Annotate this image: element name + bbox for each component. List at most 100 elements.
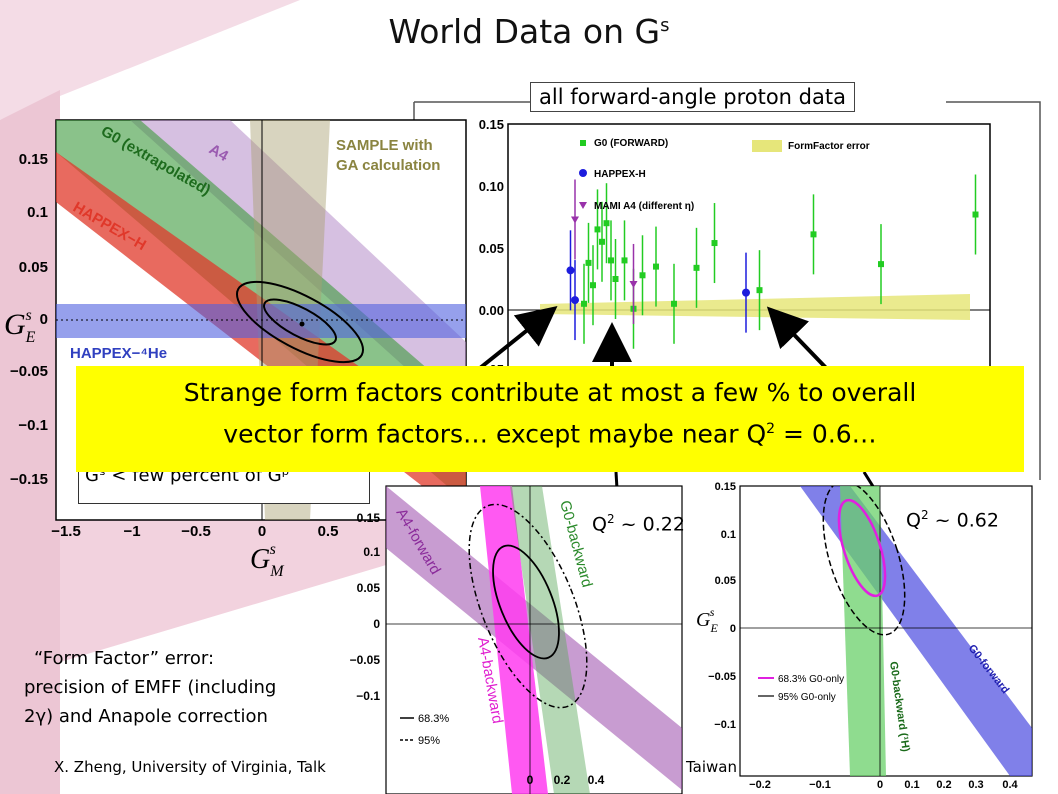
pink-swoosh-left <box>0 90 60 794</box>
a4-forward-band <box>386 486 682 790</box>
br-xtick: 0.2 <box>936 779 951 791</box>
data-point <box>585 259 592 266</box>
slide-title: World Data on Gs <box>388 12 670 51</box>
br-ytick: 0.15 <box>715 481 736 493</box>
bl-legend-95: 95% <box>418 735 440 747</box>
br-xtick: 0.1 <box>904 779 919 791</box>
data-point <box>612 276 619 282</box>
left-ytick: 0 <box>40 311 48 328</box>
legend-ff: FormFactor error <box>788 141 870 152</box>
data-point <box>566 266 575 275</box>
left-xtick: 0.5 <box>318 523 339 540</box>
forward-angle-plot: 0.15 0.10 0.05 0.00 −0.05 G0 (FORWARD) H… <box>471 117 991 372</box>
br-xtick: −0.1 <box>809 779 831 791</box>
bl-ytick: 0.15 <box>357 511 381 525</box>
formfactor-error-band <box>540 294 970 320</box>
br-xtick: 0.3 <box>968 779 983 791</box>
happex-he-band <box>56 304 466 338</box>
bl-legend-68: 68.3% <box>418 713 449 725</box>
data-point <box>742 288 750 297</box>
data-point <box>711 240 718 247</box>
br-ytick: 0 <box>730 623 736 635</box>
data-point <box>594 226 601 233</box>
data-point <box>571 296 579 305</box>
strange-ff-callout: Strange form factors contribute at most … <box>76 366 1024 472</box>
top-plot-marks <box>566 174 979 349</box>
bl-ytick: 0.1 <box>363 545 380 559</box>
left-ytick: 0.05 <box>19 259 48 276</box>
data-point <box>810 231 817 238</box>
bl-xtick: 0.2 <box>554 773 571 787</box>
legend-happex: HAPPEX-H <box>594 169 646 180</box>
data-point <box>608 257 614 264</box>
data-point <box>603 220 610 227</box>
br-ytick: −0.1 <box>714 719 736 731</box>
br-xtick: 0.4 <box>1002 779 1018 791</box>
q2-062-label: Q2 ~ 0.62 <box>906 508 999 532</box>
data-point <box>639 272 646 279</box>
data-point <box>671 300 677 307</box>
legend-a4: MAMI A4 (different η) <box>594 201 694 212</box>
br-ylabel: GEs <box>696 605 718 635</box>
top-ytick: 0.05 <box>479 241 504 256</box>
top-ytick: 0.00 <box>479 303 504 318</box>
br-legend-68: 68.3% G0-only <box>778 674 844 685</box>
data-point <box>629 280 638 288</box>
contour-95 <box>235 280 365 364</box>
data-point <box>599 238 605 245</box>
left-xtick: 0 <box>258 523 266 540</box>
data-point <box>581 300 587 307</box>
q2-022-label: Q2 ~ 0.22 <box>592 512 685 536</box>
left-xtick: −0.5 <box>181 523 211 540</box>
pink-swoosh-top <box>0 0 300 120</box>
br-ytick: 0.1 <box>721 529 736 541</box>
bl-ytick: 0 <box>373 617 380 631</box>
data-point <box>693 264 700 271</box>
legend-g0: G0 (FORWARD) <box>594 138 668 149</box>
data-point <box>590 282 596 289</box>
q062-plot: 0.15 0.1 0.05 0 −0.05 −0.1 −0.2 −0.1 0 0… <box>696 481 1033 791</box>
br-legend-95: 95% G0-only <box>778 692 836 703</box>
data-point <box>621 257 628 264</box>
bl-ytick: −0.1 <box>356 689 380 703</box>
br-ytick: −0.05 <box>708 671 736 683</box>
left-ytick: −0.15 <box>10 471 48 488</box>
forward-data-label: all forward-angle proton data <box>530 82 855 112</box>
happex-he-band-label: HAPPEX−⁴He <box>70 345 167 362</box>
footer-credit: X. Zheng, University of Virginia, Talk <box>54 758 326 776</box>
left-ytick: 0.15 <box>19 151 48 168</box>
left-xlabel: GMs <box>250 541 285 580</box>
top-legend: G0 (FORWARD) HAPPEX-H MAMI A4 (different… <box>579 138 870 212</box>
top-ytick: 0.15 <box>479 117 504 132</box>
a4-backward-band <box>480 486 548 794</box>
sample-band-label-2: GA calculation <box>336 157 440 174</box>
left-ytick: 0.1 <box>27 204 48 221</box>
br-xtick: −0.2 <box>749 779 771 791</box>
left-ylabel: GEs <box>4 307 36 346</box>
g0-backward-h-band <box>840 486 886 776</box>
bl-xtick: 0 <box>527 773 534 787</box>
data-point <box>653 263 659 270</box>
data-point <box>756 287 763 294</box>
bl-ytick: −0.05 <box>350 653 381 667</box>
bl-xtick: 0.4 <box>588 773 605 787</box>
br-xtick: 0 <box>877 779 883 791</box>
q022-plot: 0.15 0.1 0.05 0 −0.05 −0.1 0 0.2 0.4 A4-… <box>350 485 683 794</box>
callout-line-1: Strange form factors contribute at most … <box>183 378 917 407</box>
data-point <box>878 261 884 268</box>
bl-ytick: 0.05 <box>357 581 381 595</box>
form-factor-note: “Form Factor” error: precision of EMFF (… <box>24 648 277 727</box>
callout-line-2: vector form factors… except maybe near Q… <box>223 419 877 449</box>
top-ytick: 0.10 <box>479 179 504 194</box>
data-point <box>571 216 579 224</box>
left-xtick: −1.5 <box>51 523 81 540</box>
footer-location: Taiwan <box>686 758 738 776</box>
left-xtick: −1 <box>123 523 140 540</box>
contour-68 <box>263 298 337 346</box>
data-point <box>972 211 979 218</box>
left-ytick: −0.1 <box>18 417 48 434</box>
br-ytick: 0.05 <box>715 575 736 587</box>
left-ytick: −0.05 <box>10 363 48 380</box>
sample-band-label: SAMPLE with <box>336 137 433 154</box>
